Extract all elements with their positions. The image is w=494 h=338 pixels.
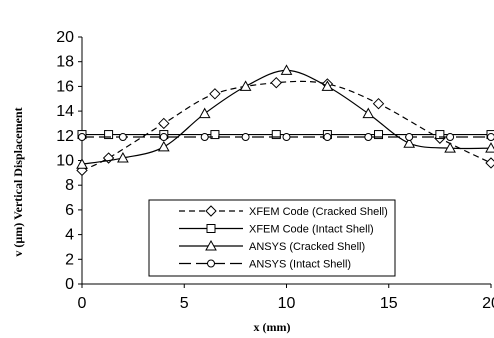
x-tick-label: 20 [482, 295, 494, 312]
legend-item: ANSYS (Cracked Shell) [179, 239, 365, 253]
circle-marker [364, 133, 373, 142]
legend-item: ANSYS (Intact Shell) [179, 259, 351, 271]
square-marker [435, 130, 445, 140]
diamond-marker [485, 157, 494, 169]
legend-label: XFEM Code (Cracked Shell) [249, 206, 388, 218]
series-line [81, 80, 492, 171]
series-4 [78, 133, 494, 142]
legend-label: ANSYS (Cracked Shell) [249, 241, 365, 253]
triangle-marker [205, 239, 217, 251]
chart-ticks: 0 2 4 6 8 10 12 14 16 18 20 0 5 10 15 20 [56, 29, 494, 312]
y-tick-label: 20 [56, 29, 74, 46]
circle-marker [78, 133, 86, 142]
circle-marker [405, 133, 414, 142]
triangle-marker [117, 152, 129, 163]
triangle-marker [239, 80, 252, 91]
y-tick-label: 8 [65, 177, 74, 194]
circle-marker [487, 133, 494, 142]
triangle-marker [198, 107, 211, 119]
square-marker [271, 130, 281, 140]
triangle-marker [76, 158, 88, 169]
triangle-marker [157, 140, 170, 152]
series-3 [76, 64, 494, 169]
diamond-marker [205, 205, 217, 217]
circle-marker [200, 133, 209, 142]
diamond-marker [270, 76, 282, 89]
y-tick-label: 0 [65, 276, 74, 293]
square-marker [374, 130, 384, 140]
y-tick-label: 10 [56, 153, 74, 170]
y-tick-label: 14 [56, 103, 74, 120]
x-tick-label: 0 [78, 295, 87, 312]
chart-series-group [76, 64, 494, 177]
y-tick-label: 18 [56, 54, 74, 71]
legend: XFEM Code (Cracked Shell) XFEM Code (Inta… [148, 199, 396, 277]
legend-item: XFEM Code (Intact Shell) [179, 224, 374, 236]
legend-label: XFEM Code (Intact Shell) [249, 224, 374, 236]
circle-marker [446, 133, 455, 142]
circle-marker [241, 133, 250, 142]
y-tick-label: 2 [65, 251, 74, 268]
x-tick-label: 5 [180, 295, 189, 312]
circle-marker [282, 133, 291, 142]
y-tick-label: 6 [65, 202, 74, 219]
diamond-marker [209, 88, 221, 100]
legend-label: ANSYS (Intact Shell) [249, 259, 351, 271]
triangle-marker [321, 80, 334, 91]
triangle-marker [444, 142, 456, 153]
x-axis-label: x (mm) [254, 320, 291, 334]
y-tick-label: 12 [56, 128, 74, 145]
triangle-marker [362, 107, 375, 119]
square-marker [210, 130, 220, 140]
circle-marker [207, 259, 215, 268]
y-tick-label: 16 [56, 78, 74, 95]
diamond-marker [372, 97, 385, 110]
series-1 [76, 76, 494, 177]
y-axis-label: v (µm) Vertical Displacement [11, 107, 25, 256]
y-tick-label: 4 [65, 227, 74, 244]
x-tick-label: 15 [380, 295, 398, 312]
triangle-marker [403, 137, 416, 148]
legend-item: XFEM Code (Cracked Shell) [179, 205, 388, 218]
circle-marker [118, 133, 127, 142]
square-marker [206, 224, 216, 233]
triangle-marker [280, 64, 293, 75]
circle-marker [323, 133, 332, 142]
x-tick-label: 10 [278, 295, 296, 312]
square-marker [104, 130, 114, 140]
diamond-marker [158, 117, 170, 130]
circle-marker [159, 133, 168, 142]
